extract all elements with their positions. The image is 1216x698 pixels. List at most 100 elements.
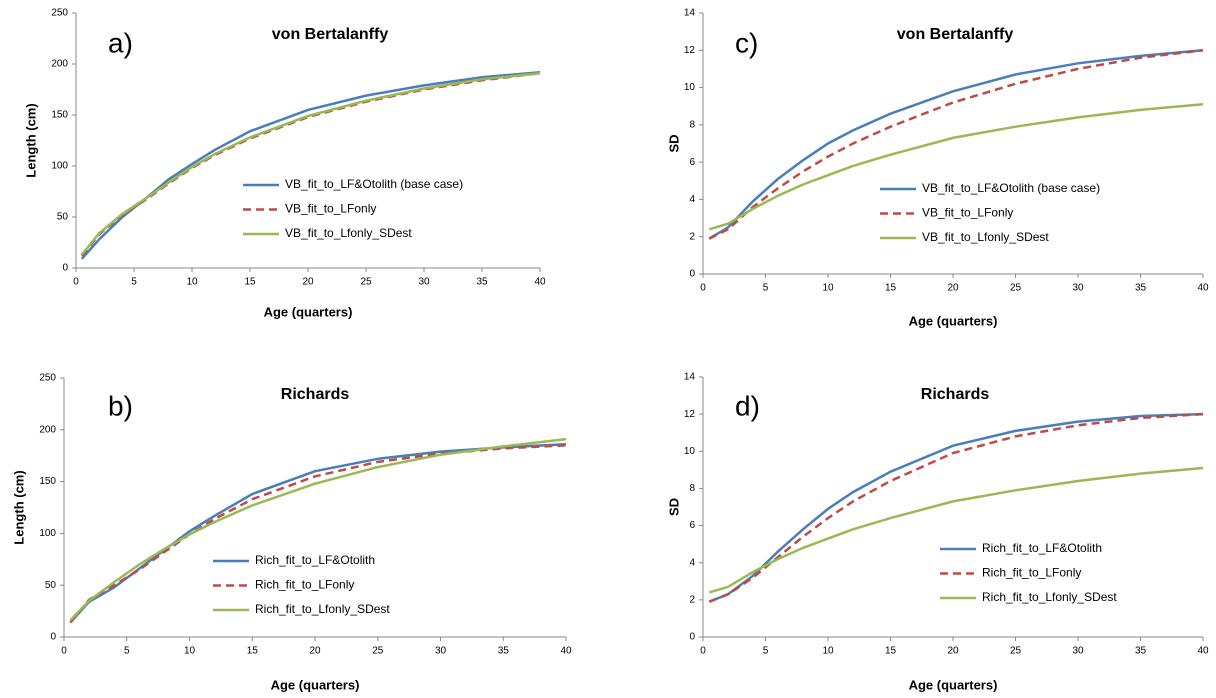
y-axis-label: SD [666,134,681,152]
y-tick-label: 2 [689,231,695,242]
y-tick-label: 0 [689,269,695,280]
series-line [69,437,567,622]
y-tick-label: 0 [689,632,695,643]
chart-title: Richards [921,386,990,403]
y-axis-label: Length (cm) [11,470,26,544]
y-tick-label: 0 [50,632,56,643]
panel-annotation: a) [108,27,133,58]
y-tick-label: 10 [684,446,696,457]
x-tick-label: 25 [1010,646,1022,657]
x-tick-label: 40 [560,646,572,657]
y-tick-label: 10 [684,82,696,93]
x-tick-label: 35 [476,277,488,288]
y-tick-label: 12 [684,409,696,420]
y-tick-label: 14 [684,8,696,19]
chart-title: von Bertalanffy [272,26,389,43]
x-tick-label: 15 [247,646,259,657]
y-tick-label: 200 [39,424,56,435]
series-line [80,71,541,256]
x-tick-label: 5 [131,277,137,288]
x-tick-label: 10 [184,646,196,657]
y-tick-label: 6 [689,520,695,531]
y-tick-label: 100 [51,161,68,172]
series-line [708,466,1204,594]
x-tick-label: 35 [1135,283,1147,294]
x-tick-label: 40 [1197,283,1209,294]
x-tick-label: 35 [498,646,510,657]
x-tick-label: 10 [186,277,198,288]
x-tick-label: 40 [1197,646,1209,657]
panel-annotation: c) [735,27,758,58]
legend-label: Rich_fit_to_LFonly [255,578,354,592]
x-axis-label: Age (quarters) [264,304,353,319]
y-tick-label: 2 [689,594,695,605]
chart-title: von Bertalanffy [897,26,1014,43]
x-tick-label: 20 [309,646,321,657]
x-tick-label: 0 [73,277,79,288]
y-tick-label: 100 [39,528,56,539]
y-tick-label: 50 [45,580,57,591]
series-line [708,412,1204,603]
series-line [708,412,1204,603]
x-tick-label: 30 [418,277,430,288]
y-axis-label: SD [666,498,681,516]
series-line [69,443,567,624]
x-tick-label: 25 [1010,283,1022,294]
x-tick-label: 30 [1072,283,1084,294]
legend-label: Rich_fit_to_LF&Otolith [255,553,375,567]
series-line [80,70,541,260]
panel-annotation: b) [108,390,133,421]
x-tick-label: 40 [534,277,546,288]
x-tick-label: 0 [700,283,706,294]
x-tick-label: 20 [947,283,959,294]
legend-label: Rich_fit_to_LFonly [982,566,1081,580]
x-tick-label: 15 [885,646,897,657]
panel-annotation: d) [735,390,760,421]
x-tick-label: 15 [244,277,256,288]
x-tick-label: 35 [1135,646,1147,657]
legend-label: VB_fit_to_Lfonly_SDest [922,230,1049,244]
legend-label: VB_fit_to_Lfonly_SDest [285,226,412,240]
legend-label: Rich_fit_to_Lfonly_SDest [982,590,1117,604]
x-axis-label: Age (quarters) [909,313,998,328]
y-tick-label: 14 [684,372,696,383]
x-tick-label: 15 [885,283,897,294]
y-tick-label: 200 [51,59,68,70]
x-tick-label: 10 [822,283,834,294]
series-line [708,49,1204,240]
x-tick-label: 20 [302,277,314,288]
x-tick-label: 5 [763,646,769,657]
x-tick-label: 5 [124,646,130,657]
x-tick-label: 5 [763,283,769,294]
legend-label: VB_fit_to_LFonly [285,202,376,216]
y-tick-label: 150 [39,476,56,487]
legend-label: VB_fit_to_LF&Otolith (base case) [285,177,463,191]
y-tick-label: 8 [689,483,695,494]
y-tick-label: 4 [689,557,695,568]
x-axis-label: Age (quarters) [909,677,998,692]
y-axis-label: Length (cm) [23,103,38,177]
chart-title: Richards [281,386,350,403]
x-axis-label: Age (quarters) [271,677,360,692]
legend-label: Rich_fit_to_LF&Otolith [982,541,1102,555]
legend-label: VB_fit_to_LF&Otolith (base case) [922,181,1100,195]
y-tick-label: 250 [39,373,56,384]
series-line [708,103,1204,231]
y-tick-label: 150 [51,110,68,121]
y-tick-label: 4 [689,194,695,205]
y-tick-label: 6 [689,157,695,168]
y-tick-label: 8 [689,119,695,130]
y-tick-label: 250 [51,8,68,19]
x-tick-label: 25 [372,646,384,657]
x-tick-label: 0 [700,646,706,657]
y-tick-label: 0 [62,263,68,274]
x-tick-label: 10 [822,646,834,657]
x-tick-label: 20 [947,646,959,657]
x-tick-label: 30 [1072,646,1084,657]
y-tick-label: 12 [684,45,696,56]
x-tick-label: 25 [360,277,372,288]
x-tick-label: 30 [435,646,447,657]
legend-label: Rich_fit_to_Lfonly_SDest [255,602,390,616]
legend-label: VB_fit_to_LFonly [922,206,1013,220]
